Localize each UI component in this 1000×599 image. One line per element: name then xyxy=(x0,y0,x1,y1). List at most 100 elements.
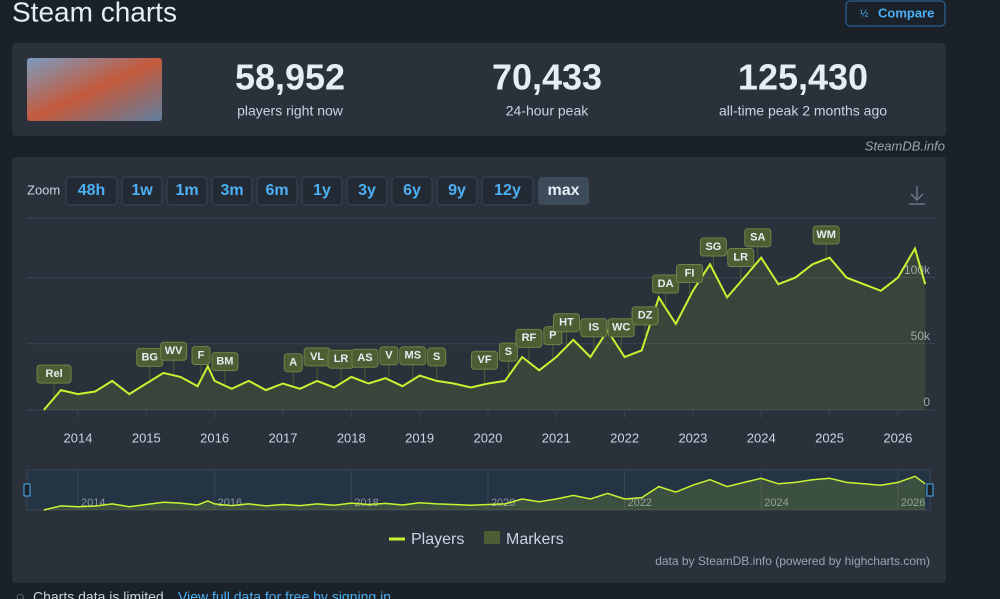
zoom-button[interactable] xyxy=(538,177,589,205)
zoom-button[interactable] xyxy=(256,176,298,206)
x-tick-label: 2023 xyxy=(678,430,707,445)
compare-button[interactable] xyxy=(845,0,946,27)
y-tick-label: 0 xyxy=(923,395,930,409)
x-tick-label: 2017 xyxy=(269,430,298,445)
marker[interactable] xyxy=(744,228,772,248)
chart-source[interactable]: data by SteamDB.info (powered by highcha… xyxy=(655,554,930,568)
marker-label: FI xyxy=(685,267,695,279)
x-tick-label: 2018 xyxy=(337,430,366,445)
y-tick-label: 50k xyxy=(911,329,931,343)
marker[interactable] xyxy=(471,350,499,370)
marker[interactable] xyxy=(515,328,543,348)
x-tick-label: 2021 xyxy=(542,430,571,445)
zoom-button-label[interactable]: 12y xyxy=(494,182,521,199)
footer-link[interactable]: View full data for free by signing in. xyxy=(178,589,395,599)
marker-label: VF xyxy=(477,354,491,366)
marker[interactable] xyxy=(631,306,659,326)
zoom-button-label[interactable]: 1y xyxy=(313,182,331,199)
marker-label: VL xyxy=(310,351,324,363)
marker[interactable] xyxy=(652,274,680,294)
zoom-button-label[interactable]: 3y xyxy=(358,182,376,199)
navigator-handle[interactable] xyxy=(926,483,934,497)
zoom-button-label[interactable]: max xyxy=(547,182,579,199)
marker-label: DZ xyxy=(638,310,653,322)
zoom-button-label[interactable]: 6y xyxy=(403,182,421,199)
marker[interactable] xyxy=(675,263,703,283)
marker-label: S xyxy=(505,346,512,358)
x-tick-label: 2024 xyxy=(747,430,776,445)
credit[interactable]: SteamDB.info xyxy=(865,138,945,153)
zoom-button[interactable] xyxy=(346,176,388,206)
marker-label: WC xyxy=(612,322,630,334)
zoom-button-label[interactable]: 9y xyxy=(448,182,466,199)
navigator-handle[interactable] xyxy=(23,483,31,497)
x-tick-label: 2022 xyxy=(610,430,639,445)
stat-value: 70,433 xyxy=(492,57,602,98)
compare-icon: ½ xyxy=(860,9,869,20)
zoom-button[interactable] xyxy=(211,176,253,206)
marker[interactable] xyxy=(351,348,379,368)
zoom-button[interactable] xyxy=(301,176,343,206)
series-line xyxy=(43,245,927,411)
marker-label: IS xyxy=(589,322,599,334)
zoom-button-label[interactable]: 1m xyxy=(175,182,198,199)
marker[interactable] xyxy=(580,318,608,338)
navigator-tick-label: 2024 xyxy=(764,497,788,509)
legend-label[interactable]: Players xyxy=(411,531,464,548)
marker-label: A xyxy=(289,357,297,369)
compare-label[interactable]: Compare xyxy=(878,5,934,20)
marker[interactable] xyxy=(699,237,727,257)
marker[interactable] xyxy=(427,347,447,367)
marker-label: S xyxy=(433,351,440,363)
stats-card xyxy=(12,43,946,136)
stat-value: 125,430 xyxy=(738,57,868,98)
marker-label: DA xyxy=(658,278,674,290)
marker[interactable] xyxy=(812,225,840,245)
zoom-button[interactable] xyxy=(65,176,118,206)
marker[interactable] xyxy=(283,353,303,373)
marker[interactable] xyxy=(211,352,239,372)
marker-label: AS xyxy=(357,352,372,364)
marker[interactable] xyxy=(399,346,427,366)
zoom-button-label[interactable]: 3m xyxy=(220,182,243,199)
marker[interactable] xyxy=(191,346,211,366)
marker[interactable] xyxy=(160,341,188,361)
footer-icon: ◌ xyxy=(16,589,24,599)
zoom-button[interactable] xyxy=(166,176,208,206)
stat-label: 24-hour peak xyxy=(506,103,590,119)
x-tick-label: 2020 xyxy=(473,430,502,445)
marker[interactable] xyxy=(36,364,72,384)
zoom-button[interactable] xyxy=(391,176,433,206)
navigator-line xyxy=(43,475,926,511)
marker-label: HT xyxy=(559,317,574,329)
marker[interactable] xyxy=(379,346,399,366)
zoom-button[interactable] xyxy=(481,176,534,206)
zoom-button-label[interactable]: 48h xyxy=(78,182,106,199)
navigator-area xyxy=(43,476,926,510)
marker[interactable] xyxy=(553,313,581,333)
x-tick-label: 2016 xyxy=(200,430,229,445)
zoom-button-label[interactable]: 6m xyxy=(265,182,288,199)
zoom-button[interactable] xyxy=(121,176,163,206)
navigator-tick-label: 2026 xyxy=(901,497,925,509)
marker-label: WM xyxy=(816,229,836,241)
navigator-tick-label: 2022 xyxy=(628,497,652,509)
stat-label: players right now xyxy=(237,103,344,119)
zoom-button-label[interactable]: 1w xyxy=(131,182,153,199)
marker[interactable] xyxy=(498,342,518,362)
zoom-button[interactable] xyxy=(436,176,478,206)
game-thumbnail[interactable] xyxy=(27,58,162,121)
zoom-label: Zoom xyxy=(27,182,60,197)
series-area xyxy=(43,248,926,410)
marker[interactable] xyxy=(727,248,755,268)
marker[interactable] xyxy=(607,318,635,338)
y-tick-label: 100k xyxy=(904,263,931,277)
stat-label: all-time peak 2 months ago xyxy=(719,103,887,119)
marker-label: WV xyxy=(165,345,183,357)
marker-label: SG xyxy=(705,241,721,253)
legend-label[interactable]: Markers xyxy=(506,531,564,548)
marker-label: P xyxy=(549,330,556,342)
marker-label: SA xyxy=(750,232,765,244)
download-icon[interactable] xyxy=(909,186,925,205)
